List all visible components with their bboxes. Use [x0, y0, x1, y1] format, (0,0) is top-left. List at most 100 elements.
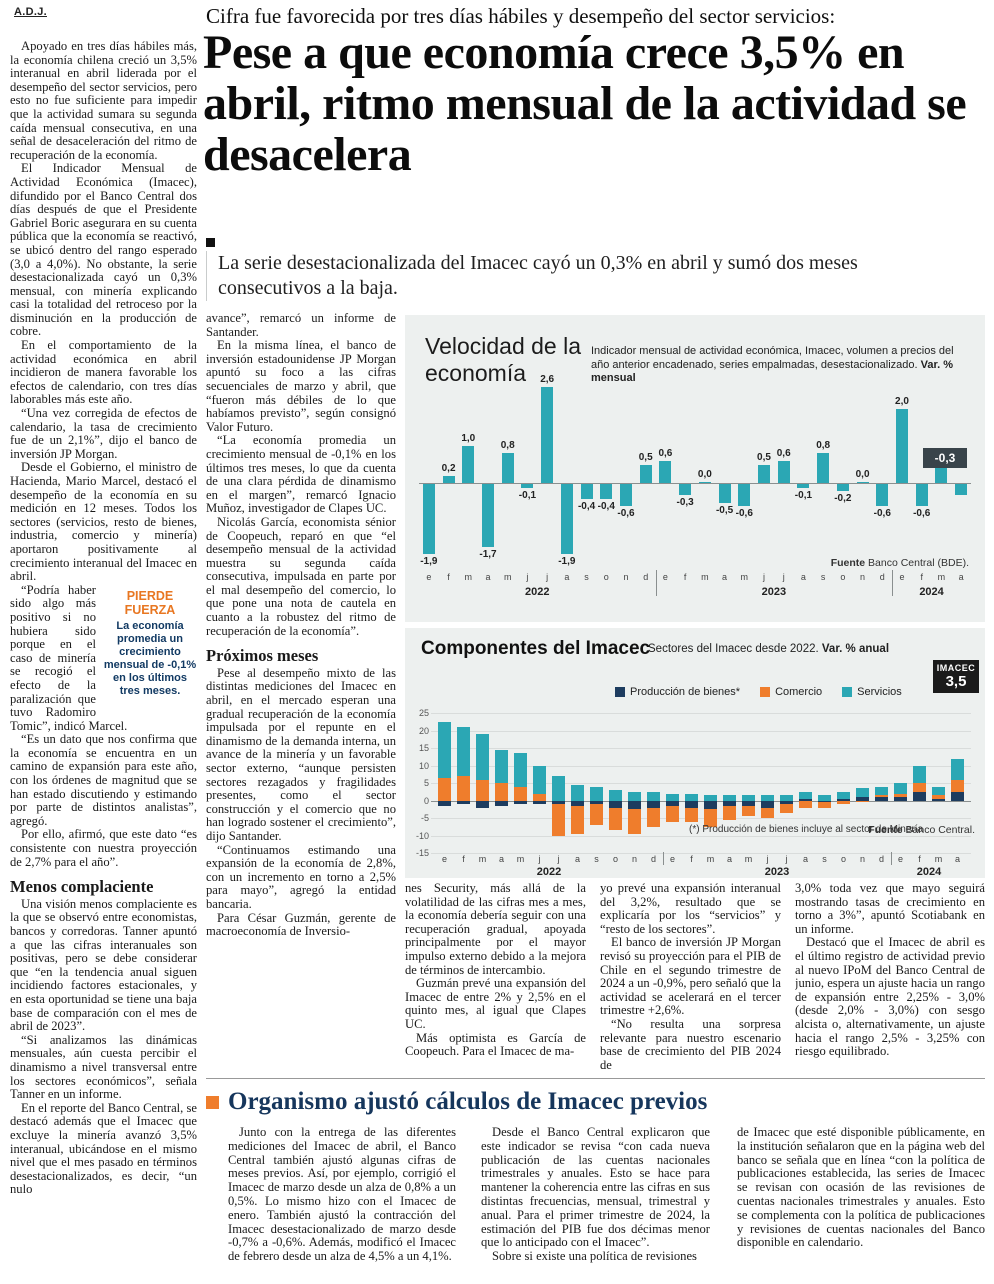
bar [777, 460, 790, 483]
bar-segment [628, 800, 641, 810]
chart-legend: Producción de bienes* Comercio Servicios [615, 686, 902, 698]
bar-value-label: -0,1 [518, 489, 537, 501]
bar-value-label: -0,3 [676, 497, 694, 509]
month-tick: f [462, 854, 465, 864]
bar [580, 484, 593, 499]
month-tick: a [498, 854, 504, 864]
month-tick: a [958, 572, 964, 582]
pierde-fuerza-callout: PIERDE FUERZA La economía promedia un cr… [103, 587, 197, 702]
bar-segment [571, 800, 584, 806]
callout-label: PIERDE FUERZA [124, 588, 176, 617]
bar-value-label: 0,6 [776, 447, 791, 459]
month-tick: e [441, 854, 447, 864]
bar-segment [704, 800, 717, 810]
year-label: 2024 [919, 586, 944, 598]
month-tick: m [503, 572, 512, 582]
bar-segment [723, 795, 736, 801]
month-tick: o [603, 572, 609, 582]
month-tick: j [782, 572, 785, 582]
bar-segment [913, 783, 926, 792]
bar-segment [533, 793, 546, 801]
y-tick-label: -15 [415, 848, 429, 858]
paragraph: Guzmán prevé una expansión del Imacec de… [405, 976, 586, 1031]
bar-segment [609, 807, 622, 831]
bar-segment [609, 800, 622, 808]
month-tick: m [478, 854, 487, 864]
y-tick-label: 0 [423, 795, 429, 806]
year-label: 2023 [764, 866, 790, 878]
month-tick: o [612, 854, 618, 864]
paragraph: En el comportamiento de la actividad eco… [10, 338, 197, 407]
deck-marker [206, 238, 215, 247]
y-tick-label: -5 [420, 813, 429, 823]
bar-segment [913, 765, 926, 783]
paragraph-group: Pese al desempeño mixto de las distintas… [206, 666, 396, 939]
bar [876, 484, 889, 507]
legend-swatch [615, 687, 625, 697]
bar [541, 386, 554, 483]
bar-value-label: 0,0 [697, 468, 712, 480]
month-tick: a [802, 854, 808, 864]
chart-unit: Var. % anual [821, 643, 890, 655]
bar [758, 464, 770, 483]
year-separator [891, 852, 892, 865]
chart-source: Fuente Banco Central (BDE). [831, 557, 969, 569]
bar [442, 475, 455, 483]
bar [915, 484, 928, 507]
bar-segment [438, 721, 451, 778]
bar-segment [533, 800, 546, 804]
x-axis [419, 483, 971, 484]
bar [462, 446, 475, 483]
paragraph-group: “Podría haber sido algo más positivo si … [10, 582, 197, 869]
month-tick: e [897, 854, 903, 864]
bar-segment [476, 779, 489, 801]
bar-segment [647, 791, 660, 801]
chart-subtitle-text: Indicador mensual de actividad económica… [591, 345, 954, 371]
bar-segment [761, 795, 774, 801]
bar-segment [742, 795, 755, 801]
article-column-4: yo prevé una expansión interanual del 3,… [600, 882, 781, 1080]
stacked-bar-plot: 25 20 15 10 5 0 -5 -10 -15 e f m a m j j a s o n d e f m a m j j a s o… [405, 628, 985, 878]
month-tick: j [526, 572, 529, 582]
paragraph: “Podría haber sido algo más positivo si … [10, 582, 128, 733]
year-label: 2024 [916, 866, 942, 878]
paragraph: “Una vez corregida de efectos de calenda… [10, 406, 197, 461]
bar-segment [932, 798, 945, 801]
grid-line [431, 800, 971, 802]
paragraph: “No resulta una sorpresa relevante para … [600, 1016, 781, 1072]
month-tick: s [822, 854, 827, 864]
y-tick-label: -10 [415, 830, 429, 841]
bar-segment [818, 802, 831, 808]
paragraph: Por ello, afirmó, que este dato “es cons… [10, 827, 197, 869]
bar-segment [837, 791, 850, 799]
legend-label: Servicios [857, 686, 902, 698]
bar-segment [457, 776, 470, 801]
month-tick: a [564, 572, 570, 582]
legend-label: Comercio [775, 686, 823, 698]
month-tick: m [516, 854, 525, 864]
month-tick: f [447, 572, 450, 582]
grid-line [431, 853, 971, 854]
month-tick: f [690, 854, 693, 864]
bar-segment [704, 809, 717, 827]
month-tick: f [683, 572, 687, 582]
bar-segment [666, 793, 679, 801]
bar-value-label: 0,6 [658, 447, 673, 459]
month-tick: m [701, 572, 709, 582]
source-label: Fuente [830, 557, 866, 569]
bar-segment [590, 804, 603, 825]
grid-line [431, 783, 971, 784]
bar [718, 484, 731, 503]
imacec-badge: IMACEC 3,5 [933, 660, 979, 693]
month-tick: f [918, 854, 921, 864]
bar-segment [666, 800, 679, 806]
bar-segment [495, 783, 508, 801]
bar-segment [951, 791, 964, 801]
paragraph: Para César Guzmán, gerente de macroecono… [206, 910, 396, 939]
month-tick: f [920, 572, 923, 582]
source-label: Fuente [868, 824, 903, 836]
month-tick: j [546, 572, 549, 582]
paragraph: En el reporte del Banco Central, se dest… [10, 1100, 197, 1197]
bar-segment [704, 795, 717, 801]
bar-segment [875, 797, 888, 801]
